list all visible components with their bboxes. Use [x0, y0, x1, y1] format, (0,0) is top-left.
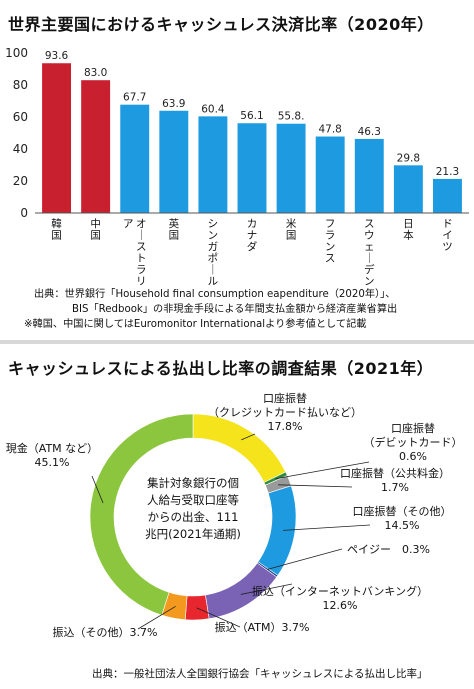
- donut-slice: [89, 413, 194, 616]
- slice-label: 口座振替（その他） 14.5%: [353, 504, 452, 532]
- category-label: オ｜ストラリア: [123, 218, 147, 288]
- bar-chart: 0 20 40 60 80 100 93.6 韓国 83.0 中国 67.7 オ｜ストラリア 63.9 英…: [5, 46, 469, 288]
- bar-value-label: 83.0: [84, 67, 107, 79]
- slice-label: 現金（ATM など） 45.1%: [6, 441, 98, 469]
- donut-slice: [205, 562, 278, 620]
- bar: [393, 165, 423, 213]
- bar: [42, 63, 72, 213]
- donut-slice: [256, 561, 279, 578]
- source-line-2: BIS「Redbook」の非現金手段による年間支払金額から経済産業省算出: [72, 304, 398, 315]
- bar: [237, 123, 267, 213]
- slice-label: 振込（ATM）3.7%: [215, 620, 310, 634]
- leader-line: [278, 484, 353, 488]
- slice-label: ペイジー 0.3%: [347, 543, 430, 556]
- category-label: シンガポ｜ル: [208, 218, 219, 288]
- y-tick-label: 60: [13, 110, 28, 124]
- category-label: カナダ: [247, 218, 258, 253]
- bar-value-label: 67.7: [123, 92, 146, 104]
- bar: [120, 104, 150, 213]
- y-tick-label: 100: [5, 46, 28, 60]
- bar: [159, 110, 189, 213]
- bar-value-label: 60.4: [201, 103, 225, 115]
- category-label: 韓国: [51, 218, 62, 242]
- y-tick-label: 20: [13, 174, 28, 188]
- donut-chart-title: キャッシュレスによる払出し比率の調査結果（2021年）: [8, 359, 434, 378]
- bar: [198, 116, 228, 213]
- leader-line: [240, 583, 293, 595]
- bar-chart-title: 世界主要国におけるキャッシュレス決済比率（2020年）: [8, 15, 434, 34]
- slice-label: 口座振替（公共料金） 1.7%: [340, 466, 450, 494]
- donut-slice: [257, 485, 297, 576]
- bar-chart-source: 出典：世界銀行「Household final consumption eape…: [24, 287, 398, 332]
- category-label: スウェ｜デン: [364, 218, 375, 288]
- bar-value-label: 29.8: [397, 152, 420, 164]
- slice-label: 口座振替（クレジットカード払いなど） 17.8%: [208, 391, 362, 433]
- slice-label: 振込（その他）3.7%: [53, 625, 158, 639]
- category-label: 米国: [286, 217, 297, 242]
- bar: [354, 138, 384, 213]
- bar: [81, 80, 111, 213]
- donut-slice: [263, 471, 288, 486]
- donut-slice: [184, 594, 210, 621]
- donut-slice: [264, 475, 292, 494]
- bar: [432, 178, 462, 213]
- slice-label: 振込（インターネットバンキング） 12.6%: [252, 584, 428, 612]
- y-tick-label: 0: [20, 206, 28, 220]
- bar-value-label: 21.3: [436, 166, 459, 178]
- source-note: ※韓国、中国に関してはEuromonitor Internationalより参考…: [24, 319, 367, 330]
- bar-value-label: 46.3: [358, 126, 381, 138]
- category-label: 日本: [403, 218, 414, 242]
- bar-value-label: 56.1: [240, 110, 263, 122]
- leader-line: [91, 475, 104, 504]
- leader-line: [196, 607, 241, 628]
- donut-chart-source: 出典：一般社団法人全国銀行協会「キャッシュレスによる払出し比率」: [92, 668, 428, 680]
- slice-label: 口座振替（デビットカード） 0.6%: [364, 421, 463, 463]
- donut-slice: [161, 591, 188, 621]
- bar-value-label: 47.8: [318, 124, 341, 136]
- y-tick-label: 80: [13, 78, 28, 92]
- donut-center-label: 集計対象銀行の個人給与受取口座等からの出金、111 兆円(2021年通期): [145, 476, 241, 541]
- category-label: 英国: [169, 217, 180, 242]
- donut-slice: [192, 413, 287, 483]
- leader-line: [267, 548, 343, 570]
- leader-line: [282, 524, 371, 531]
- bar: [315, 136, 345, 213]
- category-label: フランス: [325, 218, 336, 265]
- bar-value-label: 63.9: [162, 98, 185, 110]
- leader-line: [241, 433, 256, 441]
- leader-line: [137, 605, 176, 630]
- category-label: 中国: [90, 217, 101, 242]
- y-tick-label: 40: [13, 142, 28, 156]
- bar-value-label: 93.6: [45, 50, 69, 62]
- leader-line: [275, 461, 370, 480]
- category-label: ドイツ: [442, 218, 453, 253]
- source-line-1: 出典：世界銀行「Household final consumption eape…: [34, 289, 396, 300]
- section-divider: [0, 340, 474, 344]
- bar: [276, 123, 306, 213]
- bar-value-label: 55.8.: [278, 111, 305, 123]
